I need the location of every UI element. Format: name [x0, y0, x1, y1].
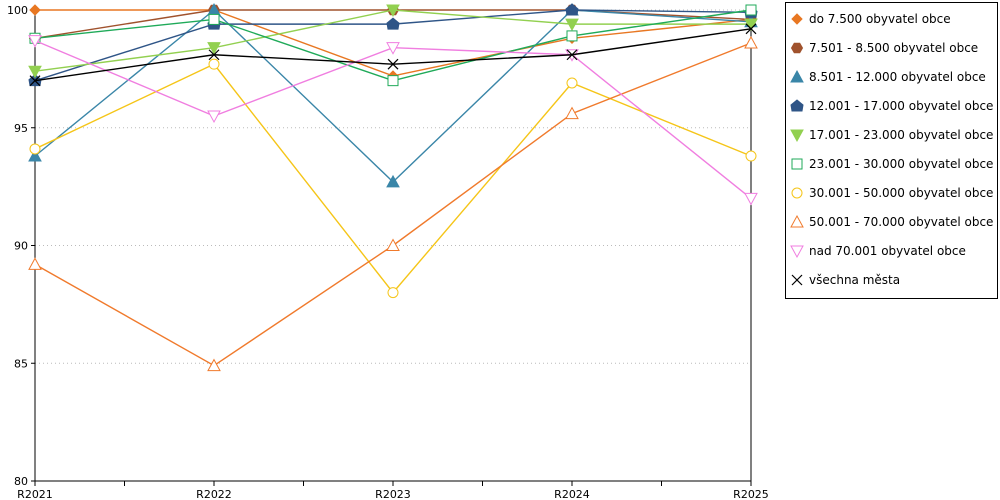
legend-marker-shape-3	[790, 99, 804, 112]
legend-label-2: 8.501 - 12.000 obyvatel obce	[809, 70, 986, 84]
legend-marker-shape-0	[791, 13, 803, 25]
legend-item-6: 30.001 - 50.000 obyvatel obce	[786, 183, 997, 203]
legend-marker-5	[791, 158, 803, 170]
legend-marker-2	[790, 69, 804, 83]
legend-marker-shape-9	[791, 274, 803, 286]
data-point-4-2	[386, 4, 400, 18]
y-tick-label-4: 100	[7, 4, 28, 17]
data-point-6-3	[566, 77, 578, 89]
legend-marker-shape-1	[790, 42, 804, 54]
data-point-7-1	[207, 358, 221, 372]
data-point-3-2	[386, 17, 400, 30]
x-tick-label-2: R2023	[375, 488, 411, 500]
data-point-4-0	[28, 65, 42, 79]
data-point-6-1	[208, 58, 220, 70]
data-point-5-3	[566, 30, 578, 42]
series-7	[28, 35, 758, 372]
data-point-7-2	[386, 238, 400, 251]
x-tick-label-4: R2025	[733, 488, 769, 500]
data-point-9-2	[387, 58, 399, 70]
x-tick-label-0: R2021	[17, 488, 53, 500]
legend-label-6: 30.001 - 50.000 obyvatel obce	[809, 186, 994, 200]
x-tick-label-1: R2022	[196, 488, 232, 500]
legend-item-8: nad 70.001 obyvatel obce	[786, 241, 997, 261]
data-point-8-1	[207, 110, 221, 124]
legend-marker-0	[791, 13, 803, 25]
legend-marker-9	[791, 274, 803, 286]
series-2	[28, 2, 758, 188]
legend-item-7: 50.001 - 70.000 obyvatel obce	[786, 212, 997, 232]
data-point-4-1	[207, 42, 221, 55]
axes: 80 85 90 95 100 R2021 R2022 R2023 R2024 R2025	[7, 4, 769, 500]
legend-label-9: všechna města	[809, 273, 901, 287]
data-point-5-2	[387, 75, 399, 87]
data-point-7-4	[744, 35, 758, 49]
data-point-9-1	[208, 49, 220, 61]
y-tick-label-3: 95	[14, 122, 28, 135]
series-6	[29, 58, 757, 299]
legend-marker-3	[790, 99, 804, 112]
series-line-2	[34, 9, 752, 183]
legend-item-5: 23.001 - 30.000 obyvatel obce	[786, 154, 997, 174]
legend-item-9: všechna města	[786, 270, 997, 290]
legend-marker-shape-8	[790, 245, 804, 259]
series-layer	[28, 2, 758, 372]
series-9	[29, 23, 757, 87]
data-point-6-2	[387, 287, 399, 299]
legend-label-7: 50.001 - 70.000 obyvatel obce	[809, 215, 994, 229]
legend-item-0: do 7.500 obyvatel obce	[786, 9, 997, 29]
legend-marker-shape-4	[790, 129, 804, 143]
data-point-6-0	[29, 143, 41, 155]
data-point-3-3	[565, 3, 579, 16]
data-point-6-4	[745, 150, 757, 162]
legend-marker-shape-6	[791, 187, 803, 199]
legend: do 7.500 obyvatel obce 7.501 - 8.500 obyv…	[785, 2, 998, 299]
y-tick-label-2: 90	[14, 240, 28, 253]
grid-lines	[35, 9, 751, 364]
data-point-7-3	[565, 106, 579, 120]
y-tick-label-0: 80	[14, 475, 28, 488]
legend-item-2: 8.501 - 12.000 obyvatel obce	[786, 67, 997, 87]
data-point-4-4	[744, 18, 758, 32]
data-point-0-0	[29, 4, 41, 16]
legend-label-5: 23.001 - 30.000 obyvatel obce	[809, 157, 994, 171]
data-point-4-3	[565, 18, 579, 32]
series-line-7	[34, 42, 752, 367]
data-point-9-3	[566, 49, 578, 61]
data-point-8-4	[744, 192, 758, 206]
legend-marker-8	[790, 245, 804, 259]
y-tick-label-1: 85	[14, 357, 28, 370]
legend-marker-7	[790, 214, 804, 228]
legend-label-0: do 7.500 obyvatel obce	[809, 12, 951, 26]
legend-marker-shape-7	[790, 214, 804, 228]
legend-marker-6	[791, 187, 803, 199]
legend-label-3: 12.001 - 17.000 obyvatel obce	[809, 99, 994, 113]
legend-marker-shape-5	[791, 158, 803, 170]
series-4	[28, 4, 758, 79]
legend-marker-4	[790, 129, 804, 143]
data-point-7-0	[28, 257, 42, 270]
legend-marker-1	[790, 42, 804, 54]
legend-item-1: 7.501 - 8.500 obyvatel obce	[786, 38, 997, 58]
data-point-8-2	[386, 42, 400, 55]
legend-marker-shape-2	[790, 69, 804, 83]
data-point-5-1	[208, 13, 220, 25]
data-point-9-4	[745, 23, 757, 35]
data-point-2-0	[28, 148, 42, 162]
data-point-9-0	[29, 75, 41, 87]
legend-item-4: 17.001 - 23.000 obyvatel obce	[786, 125, 997, 145]
legend-label-8: nad 70.001 obyvatel obce	[809, 244, 966, 258]
legend-label-1: 7.501 - 8.500 obyvatel obce	[809, 41, 979, 55]
legend-item-3: 12.001 - 17.000 obyvatel obce	[786, 96, 997, 116]
data-point-5-4	[745, 4, 757, 16]
x-tick-label-3: R2024	[554, 488, 590, 500]
data-point-8-0	[28, 35, 42, 48]
legend-label-4: 17.001 - 23.000 obyvatel obce	[809, 128, 994, 142]
data-point-2-2	[386, 174, 400, 188]
